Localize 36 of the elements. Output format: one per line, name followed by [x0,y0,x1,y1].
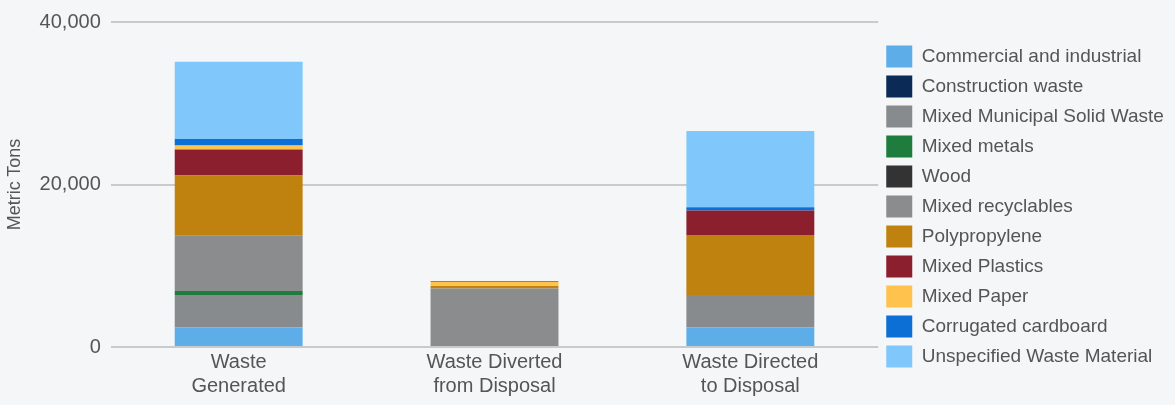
legend-label: Unspecified Waste Material [921,344,1153,366]
x-tick-label: Waste Generated [191,349,286,396]
legend-label: Mixed Plastics [921,254,1044,276]
bar [174,295,303,328]
bar [686,295,815,328]
bar [174,175,303,236]
legend-label: Mixed recyclables [921,194,1073,216]
legend-label: Construction waste [921,74,1084,96]
legend-label: Polypropylene [921,224,1043,246]
legend-label: Mixed Municipal Solid Waste [921,104,1164,126]
y-tick-label: 40,000 [39,9,101,32]
legend-label: Wood [921,164,972,186]
x-tick-label: Waste Directed to Disposal [682,349,819,396]
bar [174,235,303,291]
y-axis-title: Metric Tons [3,138,24,231]
bar [174,327,303,346]
bar [174,149,303,176]
bar [430,282,559,287]
legend-label: Commercial and industrial [921,44,1142,66]
bar [430,286,559,289]
bar [686,210,815,235]
y-tick-label: 0 [89,334,101,357]
bar [174,61,303,139]
x-tick-label: Waste Diverted from Disposal [426,349,563,396]
bar [686,207,815,211]
bar [174,139,303,146]
bar [686,130,815,208]
bar [430,288,559,346]
bar [686,327,815,346]
bar [686,234,815,295]
legend-label: Corrugated cardboard [921,314,1108,336]
bar [174,290,303,295]
y-tick-label: 20,000 [39,172,101,195]
legend-label: Mixed Paper [921,284,1030,306]
legend-label: Mixed metals [921,134,1034,156]
bar [174,145,303,150]
